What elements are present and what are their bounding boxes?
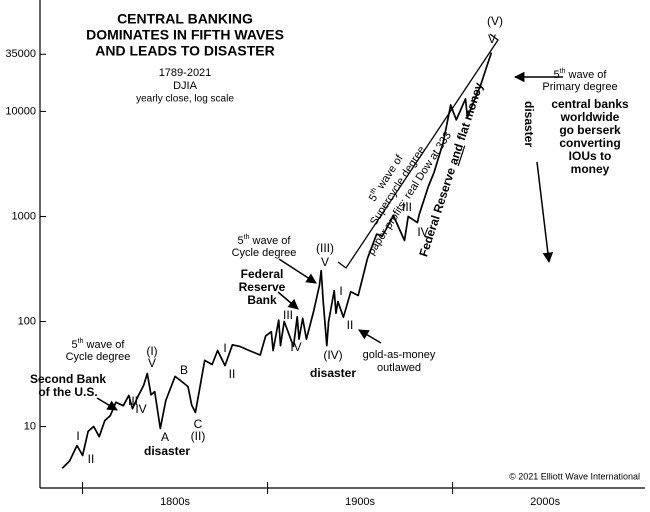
chart-subtitle: DJIA (173, 80, 198, 92)
annotation-text: Reserve (239, 280, 286, 294)
annotation-text: disaster (310, 366, 356, 380)
wave-label: (IV) (323, 348, 342, 362)
arrow (536, 161, 554, 264)
wave-label: IV (290, 340, 301, 354)
wave-label: IV (135, 402, 146, 416)
wave-label: I (76, 429, 79, 443)
y-tick-label: 100 (18, 315, 36, 327)
annotation-text: Primary degree (542, 81, 617, 93)
wave-label: IV (417, 225, 428, 239)
annotation: disaster (310, 366, 356, 380)
annotation-text: worldwide (560, 110, 620, 124)
wave-label: III (402, 200, 412, 214)
annotation-part: and (446, 142, 466, 167)
wave-label: II (88, 452, 95, 466)
wave-label: B (180, 363, 188, 377)
arrow (277, 291, 299, 310)
wave-label: I (339, 284, 342, 298)
annotation-text: disaster (144, 444, 190, 458)
chart-subtitle: 1789-2021 (159, 67, 212, 79)
wave-label: III (128, 394, 138, 408)
y-tick-label: 10 (24, 420, 36, 432)
annotation: disaster (144, 444, 190, 458)
x-tick-label: 2000s (530, 496, 560, 508)
wave-label: (II) (191, 429, 206, 443)
arrow (278, 258, 317, 284)
wave-label: A (161, 430, 169, 444)
annotation-text: money (571, 162, 610, 176)
wave-label: C (194, 417, 203, 431)
annotation-text: converting (559, 136, 620, 150)
chart-title: CENTRAL BANKING (117, 11, 253, 27)
annotation-text: Cycle degree (66, 351, 131, 363)
wave-label: (III) (316, 241, 334, 255)
wave-label: I (223, 341, 226, 355)
arrow (358, 329, 382, 344)
bracket (337, 33, 499, 269)
annotation-text: gold-as-money (363, 349, 436, 361)
annotation-text: disaster (522, 101, 536, 147)
y-tick-label: 1000 (12, 210, 36, 222)
copyright: © 2021 Elliott Wave International (509, 471, 640, 481)
wave-label: (V) (487, 14, 503, 28)
annotation-text: IOUs to (569, 149, 612, 163)
wave-label: V (148, 356, 156, 370)
x-tick-label: 1800s (160, 496, 190, 508)
annotation-text: 5th wave of (554, 68, 608, 81)
wave-label: II (229, 367, 236, 381)
arrows (96, 33, 563, 411)
wave-label: II (347, 318, 354, 332)
chart-title: DOMINATES IN FIFTH WAVES (86, 27, 284, 43)
annotation-text: Bank (247, 293, 277, 307)
chart-title: AND LEADS TO DISASTER (95, 43, 274, 59)
annotation-text: of the U.S. (38, 385, 97, 399)
annotation: disaster (522, 101, 536, 147)
annotation-text: outlawed (377, 362, 421, 374)
annotation-text: 5th wave of (72, 338, 126, 351)
y-tick-label: 35000 (5, 48, 36, 60)
annotation-text: Federal (241, 267, 284, 281)
annotation-text: Cycle degree (232, 247, 297, 259)
annotation-text: central banks (551, 97, 629, 111)
y-tick-label: 10000 (5, 105, 36, 117)
annotation-text: 5th wave of (238, 234, 292, 247)
wave-label: III (283, 308, 293, 322)
chart-subtitle: yearly close, log scale (136, 94, 234, 105)
data-line (61, 52, 493, 469)
wave-label: V (321, 255, 329, 269)
wave-label: V (488, 32, 496, 46)
annotation-text: go berserk (559, 123, 621, 137)
annotation-text: Second Bank (30, 372, 106, 386)
wave-label: (I) (146, 344, 157, 358)
x-tick-label: 1900s (345, 496, 375, 508)
